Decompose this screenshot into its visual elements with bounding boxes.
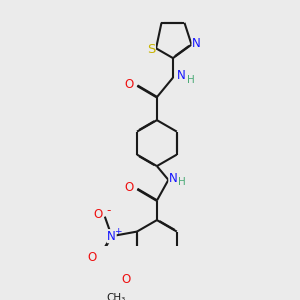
Text: O: O xyxy=(124,181,134,194)
Text: N: N xyxy=(177,70,186,83)
Text: H: H xyxy=(187,75,195,85)
Text: N: N xyxy=(107,230,116,243)
Text: O: O xyxy=(122,274,130,286)
Text: N: N xyxy=(169,172,178,185)
Text: H: H xyxy=(178,177,186,187)
Text: +: + xyxy=(114,227,121,236)
Text: N: N xyxy=(192,37,201,50)
Text: -: - xyxy=(107,204,111,217)
Text: O: O xyxy=(124,77,134,91)
Text: CH₃: CH₃ xyxy=(107,293,126,300)
Text: O: O xyxy=(94,208,103,221)
Text: O: O xyxy=(87,251,97,264)
Text: S: S xyxy=(147,44,155,56)
